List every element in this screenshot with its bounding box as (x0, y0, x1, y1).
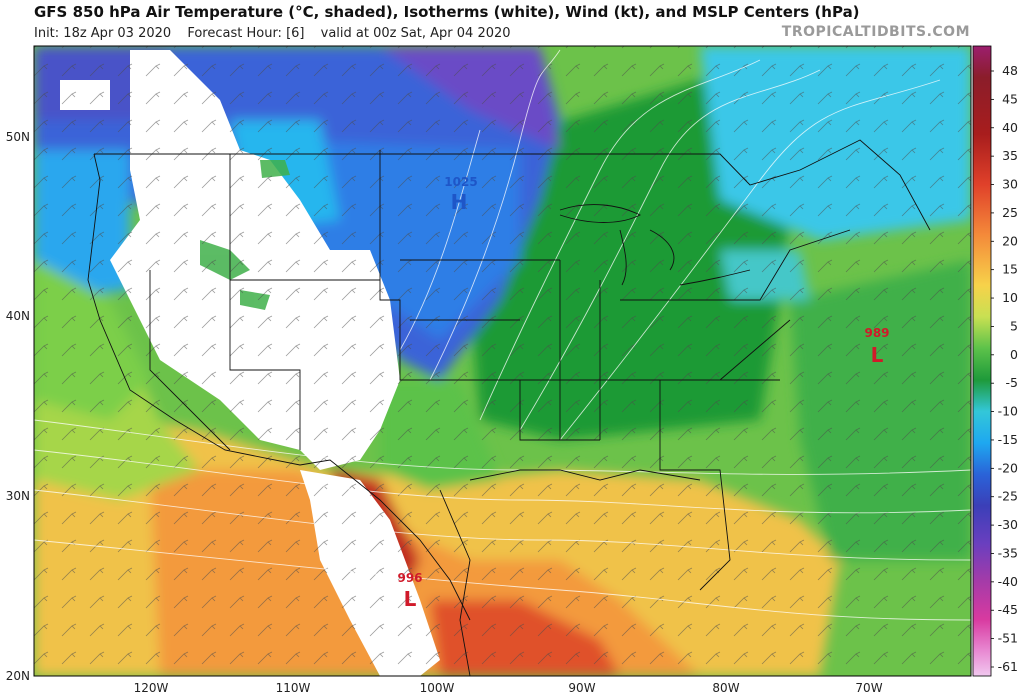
colorbar: 48 45 40 35 30 25 20 15 10 5 0 -5 -10 -15 -20 -25 -30 -35… (972, 45, 1018, 677)
colorbar-tick-label: 48 (1002, 63, 1018, 78)
colorbar-tick-label: -51 (998, 631, 1018, 646)
low-center-atlantic: 989 L (864, 326, 889, 367)
colorbar-tick-label: -15 (998, 432, 1018, 447)
colorbar-tick-label: 0 (1010, 347, 1018, 362)
isotherms (34, 49, 971, 621)
lat-label-50: 50N (6, 130, 30, 144)
colorbar-tick-label: 30 (1002, 177, 1018, 192)
low-center-mexico: 996 L (397, 571, 422, 611)
map-title: GFS 850 hPa Air Temperature (°C, shaded)… (34, 3, 860, 21)
high-symbol: H (451, 190, 468, 214)
colorbar-tick-label: -25 (998, 489, 1018, 504)
colorbar-tick-label: -10 (998, 404, 1018, 419)
low-pressure-value-mexico: 996 (397, 571, 422, 585)
colorbar-tick-label: -20 (998, 460, 1018, 475)
lat-label-30: 30N (6, 489, 30, 503)
colorbar-tick-label: -35 (998, 545, 1018, 560)
great-lakes (559, 204, 751, 286)
colorbar-ticks: 48 45 40 35 30 25 20 15 10 5 0 -5 -10 -15 -20 -25 -30 -35… (991, 63, 1018, 674)
forecast-hour: Forecast Hour: [6] (187, 26, 305, 41)
lat-label-40: 40N (6, 309, 30, 323)
valid-time: valid at 00z Sat, Apr 04 2020 (320, 26, 511, 41)
low-symbol-mexico: L (404, 587, 417, 611)
map-frame (33, 45, 972, 677)
init-time: Init: 18z Apr 03 2020 (34, 26, 172, 41)
colorbar-tick-label: -30 (998, 517, 1018, 532)
lon-label-100w: 100W (420, 681, 455, 695)
map-subtitle: Init: 18z Apr 03 2020 Forecast Hour: [6]… (34, 26, 523, 41)
lat-label-20: 20N (6, 669, 30, 683)
colorbar-tick-label: 45 (1002, 91, 1018, 106)
colorbar-tick-label: 35 (1002, 148, 1018, 163)
colorbar-tick-label: -40 (998, 574, 1018, 589)
lat-axis: 50N 40N 30N 20N (6, 130, 30, 683)
lon-label-120w: 120W (134, 681, 169, 695)
colorbar-tick-label: 25 (1002, 205, 1018, 220)
colorbar-tick-label: -5 (1006, 375, 1018, 390)
colorbar-tick-label: 15 (1002, 262, 1018, 277)
low-pressure-value-atlantic: 989 (864, 326, 889, 340)
lon-label-90w: 90W (568, 681, 595, 695)
colorbar-tick-label: 40 (1002, 120, 1018, 135)
lon-label-80w: 80W (712, 681, 739, 695)
colorbar-tick-label: -45 (998, 602, 1018, 617)
high-pressure-value: 1025 (444, 175, 477, 189)
colorbar-gradient (972, 45, 992, 677)
lon-label-70w: 70W (855, 681, 882, 695)
brand-watermark: TROPICALTIDBITS.COM (781, 24, 970, 40)
high-center: 1025 H (444, 175, 477, 214)
lon-label-110w: 110W (276, 681, 311, 695)
header: GFS 850 hPa Air Temperature (°C, shaded)… (0, 0, 1024, 46)
map-field (34, 46, 971, 676)
colorbar-tick-label: -61 (998, 659, 1018, 674)
low-symbol-atlantic: L (871, 343, 884, 367)
borders (87, 139, 931, 676)
colorbar-tick-label: 5 (1010, 318, 1018, 333)
colorbar-tick-label: 10 (1002, 290, 1018, 305)
colorbar-tick-label: 20 (1002, 233, 1018, 248)
lon-axis: 120W 110W 100W 90W 80W 70W (134, 681, 883, 695)
wind-barbs (34, 46, 971, 676)
